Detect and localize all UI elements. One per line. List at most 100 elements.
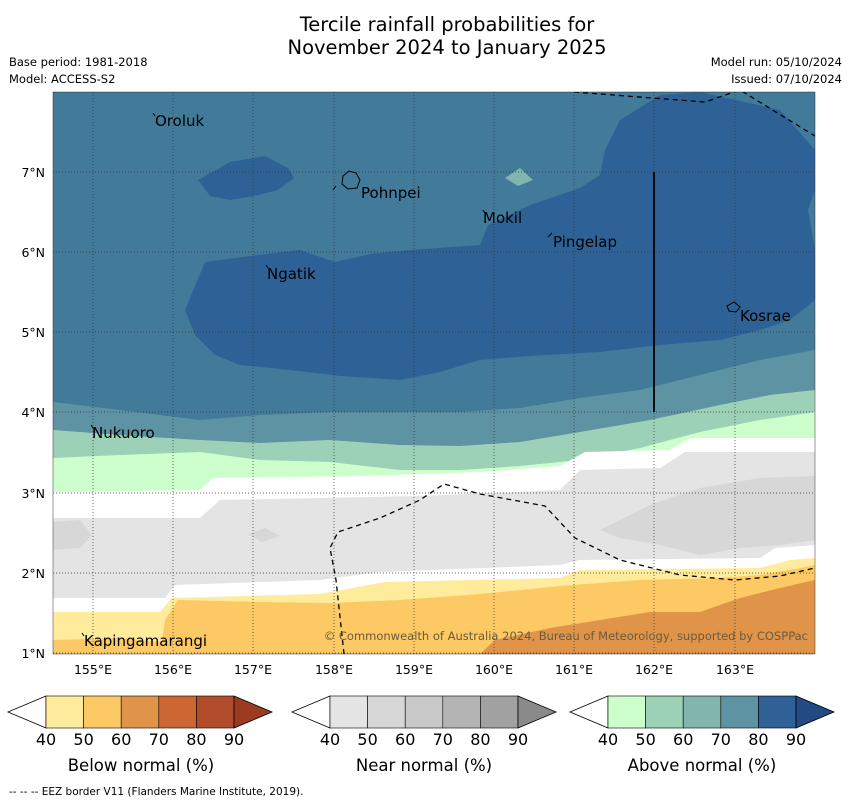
patch-near-50-west: [53, 520, 92, 550]
lon-tick: 157°E: [234, 662, 272, 677]
colorbar-tick-label: 90: [508, 730, 528, 749]
patch-near-50-east: [600, 476, 815, 555]
label-oroluk: Oroluk: [155, 112, 204, 130]
colorbar-segment: [329, 695, 368, 729]
colorbar-segment: [682, 695, 722, 729]
lon-tick: 163°E: [716, 662, 754, 677]
colorbar-segment: [158, 695, 197, 729]
base-period: Base period: 1981-2018: [9, 55, 148, 69]
colorbar-tick-label: 60: [673, 730, 693, 749]
colorbar-segment: [83, 695, 122, 729]
kosrae-island: [726, 301, 741, 313]
copyright-text: © Commonwealth of Australia 2024, Bureau…: [324, 629, 808, 643]
meta-right: Model run: 05/10/2024 Issued: 07/10/2024: [711, 54, 842, 88]
region-above-80-east: [185, 92, 815, 380]
colorbar-segment: [120, 695, 160, 729]
colorbar-segment: [645, 695, 684, 729]
title-line-2: November 2024 to January 2025: [287, 36, 607, 59]
lat-axis: 7°N 6°N 5°N 4°N 3°N 2°N 1°N: [21, 165, 45, 661]
colorbar-segment: [607, 695, 646, 729]
colorbar-tick-label: 90: [224, 730, 244, 749]
colorbar-tick-label: 50: [73, 730, 93, 749]
colorbar-1: 40 50 60 70 80 90: [290, 695, 558, 749]
lon-tick: 161°E: [555, 662, 593, 677]
label-pohnpei: Pohnpei: [361, 184, 421, 202]
eez-border-north: [573, 92, 815, 137]
colorbar-2: 40 50 60 70 80 90: [568, 695, 836, 749]
pohnpei-island: [341, 170, 361, 190]
colorbar-segment: [367, 695, 406, 729]
colorbar-label-near: Near normal (%): [355, 756, 493, 775]
colorbar-segment: [758, 695, 797, 729]
colorbar-0: 40 50 60 70 80 90: [6, 695, 274, 749]
lat-tick: 1°N: [21, 646, 45, 661]
lon-tick: 155°E: [74, 662, 112, 677]
colorbar-segment: [720, 695, 759, 729]
meta-left: Base period: 1981-2018 Model: ACCESS-S2: [9, 54, 148, 88]
colorbar-tick-label: 40: [36, 730, 56, 749]
lat-tick: 2°N: [21, 566, 45, 581]
colorbar-tick-label: 70: [149, 730, 169, 749]
colorbar-segment: [480, 695, 519, 729]
band-below-50-west: [53, 638, 165, 654]
map-plot-area: Oroluk Pohnpei Mokil Pingelap Ngatik Kos…: [53, 92, 815, 654]
colorbar-tick-label: 50: [635, 730, 655, 749]
lat-tick: 3°N: [21, 486, 45, 501]
patch-near-50-mid: [248, 528, 280, 542]
lon-tick: 156°E: [154, 662, 192, 677]
colorbar-tick-label: 70: [711, 730, 731, 749]
small-islands: [81, 112, 553, 637]
colorbar-tick-label: 50: [357, 730, 377, 749]
colorbar-extend-low: [6, 695, 47, 729]
eez-border-south: [329, 483, 815, 654]
eez-borders: [329, 92, 815, 654]
map-title: Tercile rainfall probabilities for Novem…: [0, 13, 850, 59]
lat-tick: 6°N: [21, 245, 45, 260]
colorbar-tick-label: 40: [320, 730, 340, 749]
label-kapingamarangi: Kapingamarangi: [84, 632, 207, 650]
label-pingelap: Pingelap: [553, 233, 617, 251]
label-kosrae: Kosrae: [740, 307, 791, 325]
lat-tick: 5°N: [21, 325, 45, 340]
colorbar-tick-label: 60: [395, 730, 415, 749]
colorbar-segment: [442, 695, 481, 729]
colorbar-segment: [404, 695, 444, 729]
band-below-60: [480, 580, 815, 654]
colorbar-label-above: Above normal (%): [627, 756, 777, 775]
lon-tick: 158°E: [315, 662, 353, 677]
colorbar-extend-high: [233, 695, 274, 729]
issued-date: Issued: 07/10/2024: [731, 72, 842, 86]
lon-tick: 159°E: [395, 662, 433, 677]
colorbar-tick-label: 90: [786, 730, 806, 749]
colorbar-segment: [196, 695, 235, 729]
model-name: Model: ACCESS-S2: [9, 72, 116, 86]
lon-axis: 155°E 156°E 157°E 158°E 159°E 160°E 161°…: [74, 662, 754, 677]
ant-atoll: [332, 185, 337, 191]
footnote-eez: -- -- -- EEZ border V11 (Flanders Marine…: [9, 786, 304, 798]
label-ngatik: Ngatik: [267, 265, 316, 283]
colorbar-extend-high: [517, 695, 558, 729]
title-line-1: Tercile rainfall probabilities for: [299, 13, 595, 36]
colorbar-extend-low: [290, 695, 331, 729]
colorbar-tick-label: 80: [470, 730, 490, 749]
lon-tick: 162°E: [635, 662, 673, 677]
colorbar-tick-label: 80: [186, 730, 206, 749]
lat-tick: 7°N: [21, 165, 45, 180]
label-mokil: Mokil: [483, 209, 522, 227]
colorbar-tick-label: 40: [598, 730, 618, 749]
colorbar-tick-label: 60: [111, 730, 131, 749]
region-above-80-north: [198, 156, 294, 200]
colorbar-segment: [45, 695, 84, 729]
colorbars: 40 50 60 70 80 90 40 50 60 70 80 90 40 50 60 70 80 90: [6, 695, 836, 749]
colorbar-tick-label: 80: [748, 730, 768, 749]
map-frame: [52, 91, 816, 655]
colorbar-extend-high: [795, 695, 836, 729]
lon-tick: 160°E: [475, 662, 513, 677]
colorbar-tick-label: 70: [433, 730, 453, 749]
label-nukuoro: Nukuoro: [92, 424, 155, 442]
lat-tick: 4°N: [21, 405, 45, 420]
colorbar-label-below: Below normal (%): [67, 756, 215, 775]
model-run: Model run: 05/10/2024: [710, 55, 842, 69]
patch-above-50: [505, 168, 533, 186]
